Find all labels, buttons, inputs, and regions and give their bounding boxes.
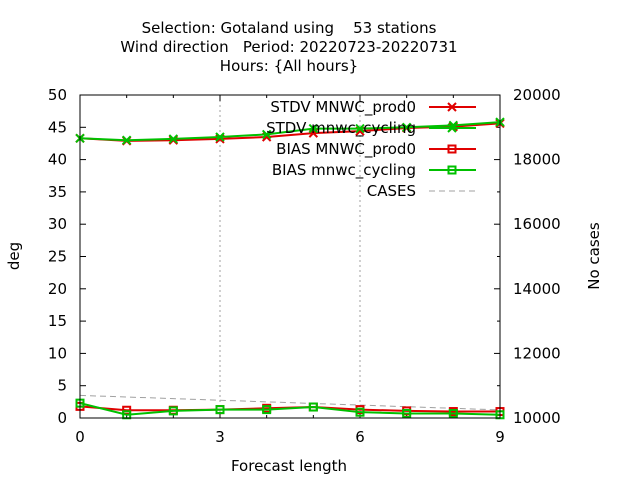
data-point [402, 408, 412, 418]
data-point [215, 405, 225, 415]
legend: STDV MNWC_prod0 STDV mnwc_cycling BIAS MNW… [266, 98, 476, 200]
legend-label: STDV mnwc_cycling [266, 119, 416, 138]
plot-frame [79, 94, 501, 419]
x-tick-label: 3 [215, 428, 225, 446]
y-tick-label: 20 [48, 280, 67, 298]
legend-label: BIAS MNWC_prod0 [276, 140, 416, 159]
data-point [261, 129, 272, 140]
x-marker-stroke [261, 129, 272, 140]
y-tick-label: 5 [57, 377, 67, 395]
data-point [262, 405, 272, 415]
data-point [355, 123, 365, 134]
y-tick-label: 50 [48, 86, 67, 104]
legend-label: STDV MNWC_prod0 [270, 98, 416, 117]
title-line-1: Selection: Gotaland using 53 stations [142, 19, 437, 37]
legend-label: CASES [367, 182, 416, 200]
legend-marker [447, 102, 457, 112]
data-point [168, 134, 179, 144]
x-marker-stroke [308, 123, 319, 134]
legend-marker [447, 144, 457, 154]
data-point [308, 123, 319, 134]
y2-tick-label: 10000 [513, 409, 561, 427]
x-marker-stroke [355, 123, 365, 134]
x-marker-stroke [401, 122, 412, 133]
x-marker-stroke [168, 134, 179, 144]
x-tick-label: 6 [355, 428, 365, 446]
y-tick-label: 45 [48, 118, 67, 136]
y2-axis-label: No cases [585, 222, 603, 290]
y-tick-label: 25 [48, 248, 67, 266]
y2-tick-label: 18000 [513, 151, 561, 169]
series-4 [79, 394, 501, 411]
legend-label: BIAS mnwc_cycling [272, 161, 416, 180]
y2-tick-label: 14000 [513, 280, 561, 298]
title-line-2: Wind direction Period: 20220723-20220731 [120, 38, 457, 56]
data-point [215, 132, 225, 142]
data-point [121, 135, 132, 145]
series-1 [75, 117, 505, 145]
data-point [355, 407, 365, 417]
legend-marker [447, 123, 457, 133]
y-tick-label: 30 [48, 215, 67, 233]
data-point [401, 122, 412, 133]
data-point [168, 406, 178, 416]
x-marker-stroke [447, 123, 457, 133]
title-line-3: Hours: {All hours} [220, 57, 358, 75]
y2-tick-label: 12000 [513, 344, 561, 362]
x-marker-stroke [447, 102, 457, 112]
series-line [79, 402, 501, 416]
x-tick-label: 0 [75, 428, 85, 446]
x-marker-stroke [121, 135, 132, 145]
series-line [79, 121, 501, 142]
y2-tick-label: 16000 [513, 215, 561, 233]
legend-marker [447, 165, 457, 175]
y-tick-label: 35 [48, 183, 67, 201]
x-axis-label: Forecast length [231, 457, 347, 475]
series-line [79, 394, 501, 411]
grid [219, 95, 361, 418]
data-point [308, 402, 318, 412]
x-tick-label: 9 [495, 428, 505, 446]
y2-axis-ticks: 10000 12000 14000 16000 18000 20000 [494, 86, 561, 427]
x-marker-stroke [215, 132, 225, 142]
y-tick-label: 10 [48, 344, 67, 362]
y-tick-label: 15 [48, 312, 67, 330]
y-tick-label: 0 [57, 409, 67, 427]
data-point [448, 408, 458, 418]
y-axis-ticks: 0 5 10 15 20 25 30 35 40 45 50 [48, 86, 86, 427]
y-axis-label: deg [5, 242, 23, 270]
y-tick-label: 40 [48, 151, 67, 169]
y2-tick-label: 20000 [513, 86, 561, 104]
chart-title: Selection: Gotaland using 53 stations Wi… [120, 19, 457, 75]
